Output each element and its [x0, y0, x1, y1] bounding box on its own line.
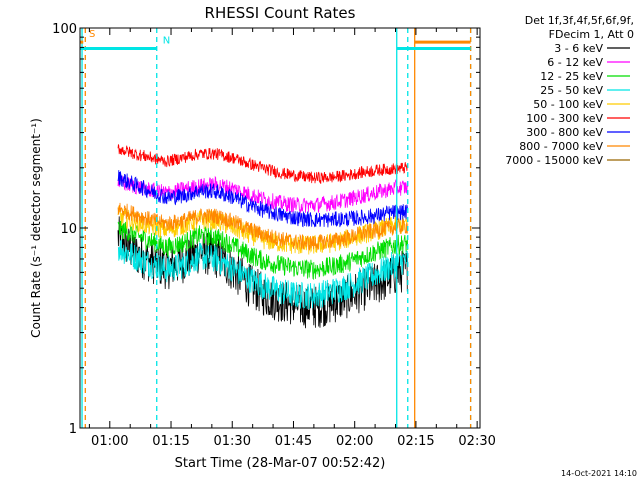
- legend: Det 1f,3f,4f,5f,6f,9f,FDecim 1, Att 03 -…: [505, 14, 634, 167]
- x-tick-label-3: 01:45: [275, 434, 312, 449]
- legend-label-8: 7000 - 15000 keV: [505, 154, 603, 167]
- legend-label-5: 100 - 300 keV: [526, 112, 603, 125]
- series-line-1: [117, 175, 409, 213]
- y-tick-label-1: 10: [60, 222, 77, 237]
- y-tick-label-2: 100: [52, 22, 77, 37]
- legend-label-0: 3 - 6 keV: [554, 42, 603, 55]
- legend-header-1: FDecim 1, Att 0: [549, 28, 634, 41]
- flag-label-0: S: [89, 29, 95, 40]
- x-tick-label-1: 01:15: [152, 434, 189, 449]
- series-line-0: [117, 216, 408, 329]
- series-line-6: [117, 170, 409, 228]
- x-tick-label-6: 02:30: [458, 434, 495, 449]
- legend-label-3: 25 - 50 keV: [540, 84, 603, 97]
- axes: 01:00 01:15 01:30 01:45 02:00 02:15 02:30 1 10 10…: [52, 22, 496, 449]
- plot-area: [81, 28, 472, 428]
- y-axis-label: Count Rate (s⁻¹ detector segment⁻¹): [29, 118, 43, 338]
- x-tick-label-5: 02:15: [397, 434, 434, 449]
- series-line-5: [117, 144, 408, 184]
- flag-bars: SN: [80, 29, 471, 50]
- x-tick-label-4: 02:00: [336, 434, 373, 449]
- series-line-3: [117, 239, 409, 310]
- legend-label-6: 300 - 800 keV: [526, 126, 603, 139]
- x-tick-label-0: 01:00: [91, 434, 128, 449]
- legend-label-2: 12 - 25 keV: [540, 70, 603, 83]
- chart-title: RHESSI Count Rates: [205, 4, 356, 22]
- legend-header-0: Det 1f,3f,4f,5f,6f,9f,: [525, 14, 634, 27]
- x-axis-label: Start Time (28-Mar-07 00:52:42): [175, 456, 386, 471]
- y-tick-label-0: 1: [69, 422, 77, 437]
- legend-label-7: 800 - 7000 keV: [519, 140, 603, 153]
- series-line-7: [117, 202, 409, 251]
- legend-label-4: 50 - 100 keV: [533, 98, 603, 111]
- flag-label-1: N: [163, 35, 170, 46]
- series-line-2: [117, 219, 409, 280]
- legend-label-1: 6 - 12 keV: [547, 56, 603, 69]
- footer-timestamp: 14-Oct-2021 14:10: [561, 469, 637, 478]
- x-tick-label-2: 01:30: [214, 434, 251, 449]
